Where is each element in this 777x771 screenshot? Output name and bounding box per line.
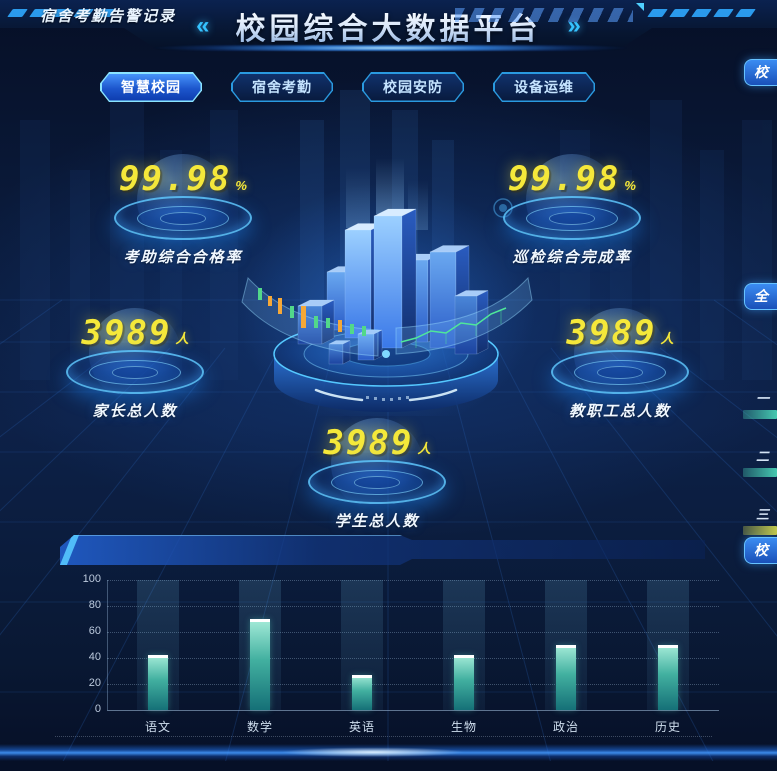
alert-bar-chart: 0 20 40 60 80 100 语文 数学 英语 生物 政治 历史: [83, 573, 740, 734]
x-axis-label: 历史: [654, 720, 681, 734]
stat-value: 3989: [81, 313, 172, 353]
bar-top-cap: [250, 619, 270, 622]
alert-panel-title: 宿舍考勤告警记录: [40, 8, 177, 25]
right-panel-header-1[interactable]: 校: [744, 59, 777, 86]
bar-top-cap: [148, 655, 168, 659]
stat-label: 学生总人数: [334, 513, 420, 530]
y-axis-tick: 100: [82, 573, 101, 585]
stat-unit: %: [235, 178, 247, 193]
stat-platform: [308, 460, 446, 504]
x-axis-label: 语文: [144, 720, 171, 734]
chart-bar: [454, 655, 474, 710]
ranking-item: 一: [735, 388, 777, 424]
alert-chart-plot: 0 20 40 60 80 100 语文 数学 英语 生物 政治 历史: [83, 573, 719, 734]
chart-bar: [556, 645, 576, 710]
ranking-item: 三: [735, 504, 777, 540]
x-axis-label: 英语: [348, 720, 375, 734]
stat-platform: [114, 196, 252, 240]
stat-value: 99.98: [508, 159, 621, 199]
stat-label: 巡检综合完成率: [512, 249, 632, 266]
chart-gridline: [107, 684, 719, 685]
stat-label: 考助综合合格率: [123, 249, 243, 266]
stat-value: 3989: [323, 423, 414, 463]
bar-top-cap: [454, 655, 474, 659]
stat-label: 教职工总人数: [568, 403, 671, 420]
alert-panel-header: [60, 535, 705, 565]
y-axis-tick: 0: [94, 703, 101, 715]
stat-unit: %: [624, 178, 636, 193]
chart-gridline: [107, 606, 719, 607]
chart-bar: [658, 645, 678, 710]
alert-panel-stripes: [455, 8, 633, 22]
rank-bar: [743, 468, 777, 477]
stat-parents-total: 3989 人 家长总人数: [45, 308, 225, 428]
stat-platform: [503, 196, 641, 240]
tab-equipment-ops[interactable]: 设备运维: [493, 72, 595, 102]
rank-bar: [743, 526, 777, 535]
bar-top-cap: [658, 645, 678, 648]
rank-bar: [743, 410, 777, 419]
y-axis-tick: 20: [88, 677, 101, 689]
y-axis-tick: 80: [88, 599, 101, 611]
rank-label: 二: [755, 449, 769, 464]
right-panel-header-3[interactable]: 校: [744, 537, 777, 564]
chart-bar: [148, 655, 168, 710]
y-axis-line: [107, 580, 108, 710]
line-mini-chart: [400, 307, 507, 343]
tab-label: 设备运维: [514, 79, 574, 95]
x-axis-label: 政治: [552, 720, 579, 734]
y-axis-tick: 60: [88, 625, 101, 637]
stat-unit: 人: [660, 331, 674, 346]
bar-top-cap: [556, 645, 576, 648]
rank-label: 一: [755, 391, 769, 406]
stat-inspection-completion-rate: 99.98% 巡检综合完成率: [482, 154, 662, 274]
stat-label: 家长总人数: [92, 403, 178, 420]
header-glow-line: [150, 45, 630, 51]
x-axis-label: 生物: [450, 720, 477, 734]
candlestick-mini-chart: [258, 288, 366, 336]
tab-campus-security[interactable]: 校园安防: [362, 72, 464, 102]
tab-dorm-attendance[interactable]: 宿舍考勤: [231, 72, 333, 102]
bottom-glow-bar: [0, 744, 777, 761]
stat-value: 99.98: [119, 159, 232, 199]
chart-bar: [250, 619, 270, 710]
tab-label: 宿舍考勤: [252, 79, 312, 95]
chart-gridline: [107, 632, 719, 633]
ranking-item: 二: [735, 446, 777, 482]
right-ranking-list: 一二三: [735, 388, 777, 564]
bottom-dotted-line: [55, 736, 712, 737]
chart-bar: [352, 674, 372, 710]
left-chevron-icon: «: [196, 12, 210, 39]
stat-exam-pass-rate: 99.98% 考助综合合格率: [93, 154, 273, 274]
alert-panel-corner-triangle: [636, 3, 644, 11]
right-panel-header-2[interactable]: 全: [744, 283, 777, 310]
chart-gridline: [107, 658, 719, 659]
tab-smart-campus[interactable]: 智慧校园: [100, 72, 202, 102]
chart-gridline: [107, 580, 719, 581]
stat-students-total: 3989 人 学生总人数: [287, 418, 467, 538]
stat-platform: [66, 350, 204, 394]
x-axis-label: 数学: [246, 720, 273, 734]
stat-value: 3989: [566, 313, 657, 353]
bar-top-cap: [352, 674, 372, 678]
tab-bar: 智慧校园 宿舍考勤 校园安防 设备运维: [100, 72, 595, 102]
y-axis-tick: 40: [88, 651, 101, 663]
tab-label: 校园安防: [383, 79, 443, 95]
stat-staff-total: 3989 人 教职工总人数: [530, 308, 710, 428]
stat-unit: 人: [175, 331, 189, 346]
stat-unit: 人: [417, 441, 431, 456]
tab-label: 智慧校园: [121, 79, 181, 95]
bottom-edge-strip: [0, 761, 777, 771]
chart-gridline: [107, 710, 719, 711]
rank-label: 三: [755, 507, 769, 522]
stat-platform: [551, 350, 689, 394]
